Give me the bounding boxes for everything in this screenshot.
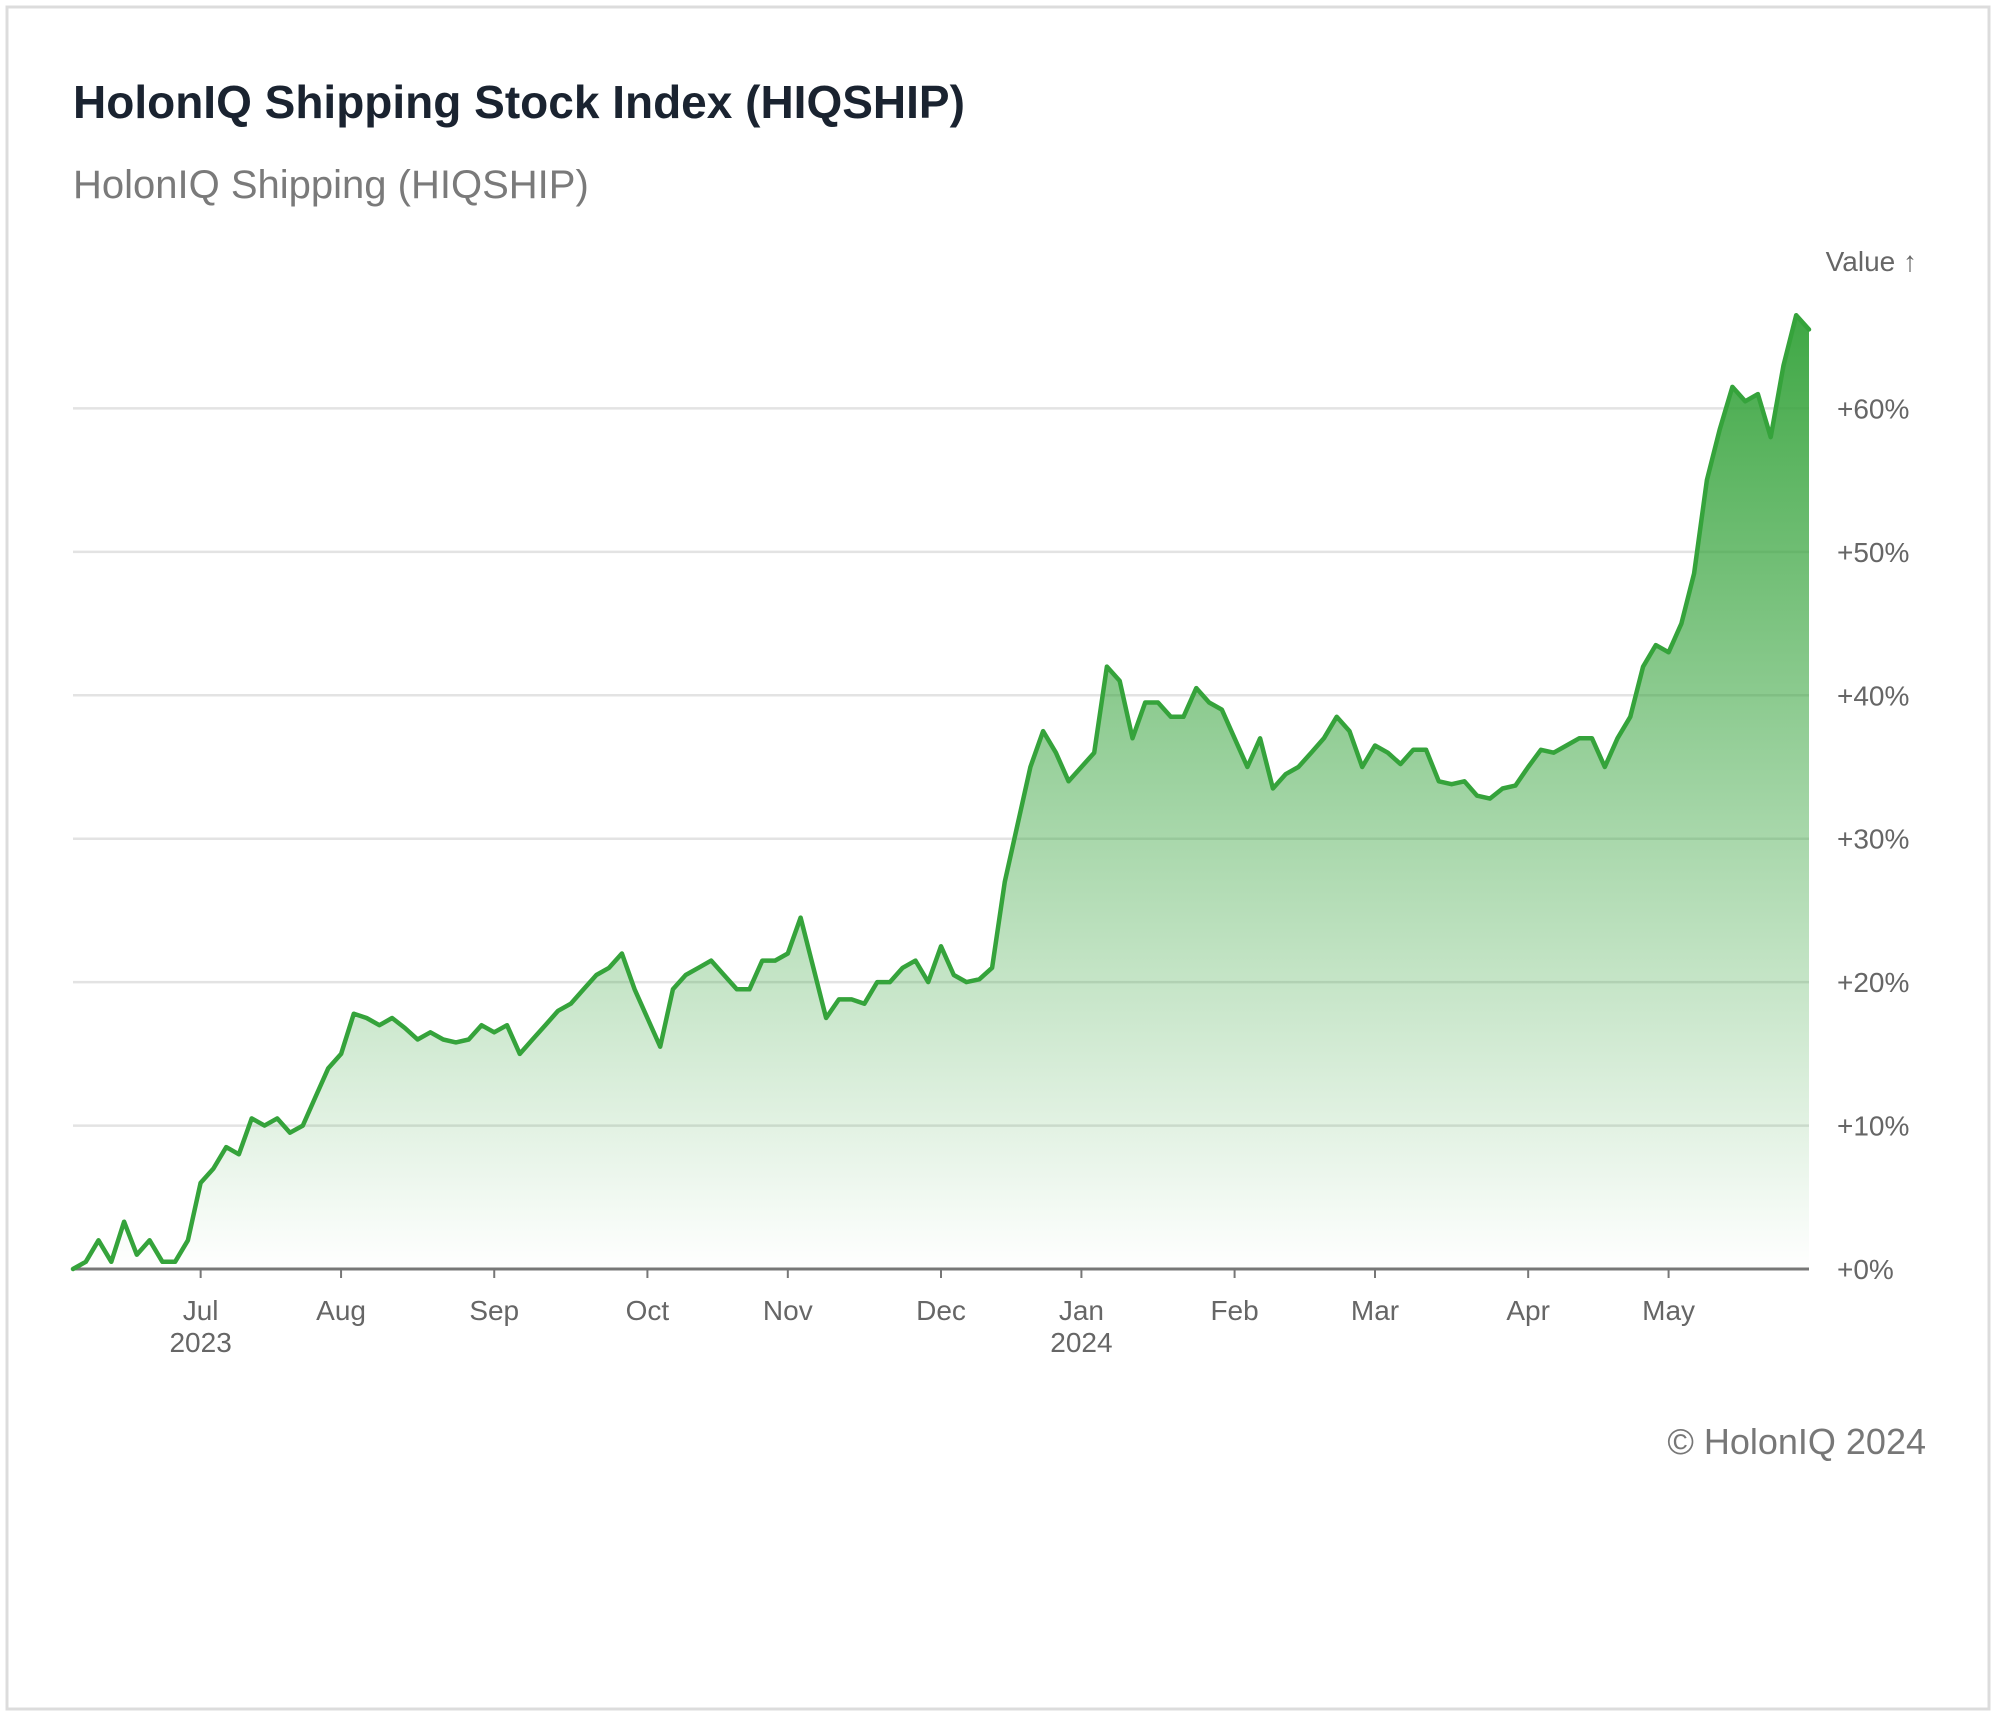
x-tick-label: Nov (763, 1295, 813, 1326)
x-tick-label: Mar (1351, 1295, 1399, 1326)
y-tick-label: +0% (1837, 1254, 1894, 1285)
line (70, 312, 1812, 1272)
y-tick-label: +40% (1837, 680, 1909, 711)
x-tick-label: Apr (1506, 1295, 1550, 1326)
y-tick-label: +60% (1837, 393, 1909, 424)
x-tick-label: Aug (316, 1295, 366, 1326)
x-tick-label: Sep (469, 1295, 519, 1326)
x-tick-year: 2024 (1050, 1327, 1112, 1358)
footer: © HolonIQ 2024 (1667, 1421, 1926, 1462)
x-tick-label: Dec (916, 1295, 966, 1326)
y-axis-label: Value ↑ (1826, 246, 1917, 277)
y-tick-label: +10% (1837, 1111, 1909, 1142)
y-tick-label: +20% (1837, 967, 1909, 998)
chart-subtitle: HolonIQ Shipping (HIQSHIP) (73, 163, 589, 207)
x-tick-label: Jan (1059, 1295, 1104, 1326)
chart-title: HolonIQ Shipping Stock Index (HIQSHIP) (73, 76, 965, 128)
y-tick-label: +50% (1837, 537, 1909, 568)
y-tick-label: +30% (1837, 824, 1909, 855)
x-tick-year: 2023 (169, 1327, 231, 1358)
x-tick-label: Feb (1210, 1295, 1258, 1326)
x-tick-label: May (1642, 1295, 1695, 1326)
x-tick-label: Jul (183, 1295, 219, 1326)
x-tick-label: Oct (626, 1295, 670, 1326)
